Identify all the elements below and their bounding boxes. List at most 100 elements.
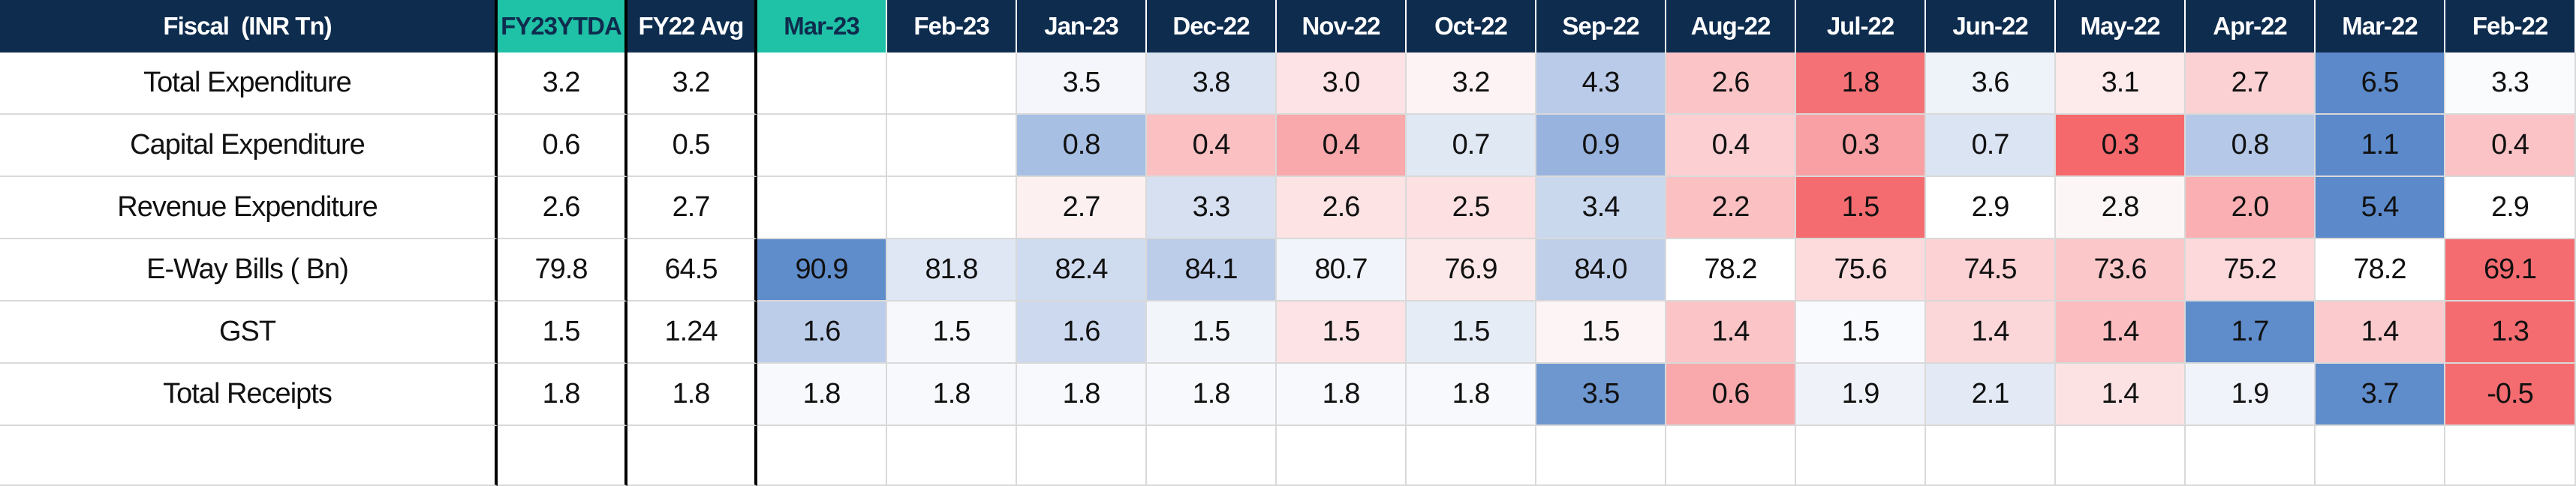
- empty-cell: [2056, 426, 2186, 486]
- value-cell: 1.9: [1796, 364, 1926, 426]
- value-cell: 3.8: [1147, 52, 1277, 115]
- value-cell: 1.5: [1147, 302, 1277, 364]
- value-cell: 74.5: [1926, 239, 2056, 302]
- value-cell: [887, 177, 1017, 239]
- value-cell: 1.5: [498, 302, 627, 364]
- value-cell: 1.6: [757, 302, 887, 364]
- value-cell: 2.6: [498, 177, 627, 239]
- value-cell: 3.6: [1926, 52, 2056, 115]
- value-cell: 2.6: [1277, 177, 1407, 239]
- value-cell: 3.5: [1536, 364, 1666, 426]
- value-cell: 84.1: [1147, 239, 1277, 302]
- row-label: GST: [0, 302, 498, 364]
- header-cell: Fiscal (INR Tn): [0, 0, 498, 52]
- value-cell: 3.3: [1147, 177, 1277, 239]
- value-cell: 6.5: [2316, 52, 2445, 115]
- value-cell: 1.8: [498, 364, 627, 426]
- header-cell: Feb-23: [887, 0, 1017, 52]
- header-cell: Jul-22: [1796, 0, 1926, 52]
- value-cell: 1.5: [887, 302, 1017, 364]
- value-cell: 73.6: [2056, 239, 2186, 302]
- value-cell: -0.5: [2445, 364, 2576, 426]
- value-cell: 1.8: [1017, 364, 1147, 426]
- value-cell: 3.2: [1407, 52, 1536, 115]
- value-cell: 3.7: [2316, 364, 2445, 426]
- value-cell: 82.4: [1017, 239, 1147, 302]
- value-cell: 1.5: [1277, 302, 1407, 364]
- value-cell: 1.4: [2056, 302, 2186, 364]
- value-cell: 2.1: [1926, 364, 2056, 426]
- header-cell: Sep-22: [1536, 0, 1666, 52]
- row-label: E-Way Bills ( Bn): [0, 239, 498, 302]
- value-cell: 3.2: [627, 52, 757, 115]
- value-cell: 0.4: [1666, 115, 1796, 177]
- value-cell: 0.6: [1666, 364, 1796, 426]
- value-cell: 4.3: [1536, 52, 1666, 115]
- header-cell: Dec-22: [1147, 0, 1277, 52]
- value-cell: 90.9: [757, 239, 887, 302]
- value-cell: 1.8: [627, 364, 757, 426]
- value-cell: 1.4: [1926, 302, 2056, 364]
- value-cell: 1.4: [1666, 302, 1796, 364]
- header-cell: Feb-22: [2445, 0, 2576, 52]
- value-cell: 3.0: [1277, 52, 1407, 115]
- value-cell: [757, 177, 887, 239]
- value-cell: 84.0: [1536, 239, 1666, 302]
- value-cell: 1.9: [2186, 364, 2316, 426]
- empty-cell: [887, 426, 1017, 486]
- value-cell: 2.9: [2445, 177, 2576, 239]
- value-cell: [757, 52, 887, 115]
- empty-cell: [2186, 426, 2316, 486]
- value-cell: 1.5: [1796, 177, 1926, 239]
- value-cell: 1.8: [1147, 364, 1277, 426]
- header-cell: FY22 Avg: [627, 0, 757, 52]
- value-cell: 2.6: [1666, 52, 1796, 115]
- value-cell: 81.8: [887, 239, 1017, 302]
- row-label: Revenue Expenditure: [0, 177, 498, 239]
- value-cell: 69.1: [2445, 239, 2576, 302]
- value-cell: 1.8: [887, 364, 1017, 426]
- value-cell: 0.8: [2186, 115, 2316, 177]
- header-cell: Jun-22: [1926, 0, 2056, 52]
- empty-cell: [1926, 426, 2056, 486]
- value-cell: 5.4: [2316, 177, 2445, 239]
- value-cell: 3.1: [2056, 52, 2186, 115]
- value-cell: 2.5: [1407, 177, 1536, 239]
- value-cell: 3.2: [498, 52, 627, 115]
- value-cell: 0.9: [1536, 115, 1666, 177]
- value-cell: 3.5: [1017, 52, 1147, 115]
- value-cell: 64.5: [627, 239, 757, 302]
- value-cell: 1.24: [627, 302, 757, 364]
- value-cell: 1.8: [1277, 364, 1407, 426]
- empty-cell: [1666, 426, 1796, 486]
- value-cell: 3.4: [1536, 177, 1666, 239]
- header-cell: Nov-22: [1277, 0, 1407, 52]
- value-cell: 0.5: [627, 115, 757, 177]
- value-cell: 80.7: [1277, 239, 1407, 302]
- value-cell: 3.3: [2445, 52, 2576, 115]
- value-cell: 1.5: [1536, 302, 1666, 364]
- header-cell: Apr-22: [2186, 0, 2316, 52]
- header-cell: Oct-22: [1407, 0, 1536, 52]
- row-label: Total Expenditure: [0, 52, 498, 115]
- value-cell: 1.7: [2186, 302, 2316, 364]
- value-cell: 1.6: [1017, 302, 1147, 364]
- header-cell: May-22: [2056, 0, 2186, 52]
- header-cell: Mar-23: [757, 0, 887, 52]
- value-cell: 0.7: [1407, 115, 1536, 177]
- value-cell: 1.8: [757, 364, 887, 426]
- empty-cell: [757, 426, 887, 486]
- value-cell: 1.5: [1796, 302, 1926, 364]
- value-cell: 75.6: [1796, 239, 1926, 302]
- empty-cell: [627, 426, 757, 486]
- header-cell: Aug-22: [1666, 0, 1796, 52]
- value-cell: 0.4: [1147, 115, 1277, 177]
- empty-cell: [1277, 426, 1407, 486]
- value-cell: 1.4: [2316, 302, 2445, 364]
- value-cell: 2.8: [2056, 177, 2186, 239]
- empty-cell: [1017, 426, 1147, 486]
- empty-cell: [498, 426, 627, 486]
- value-cell: 0.7: [1926, 115, 2056, 177]
- empty-cell: [1536, 426, 1666, 486]
